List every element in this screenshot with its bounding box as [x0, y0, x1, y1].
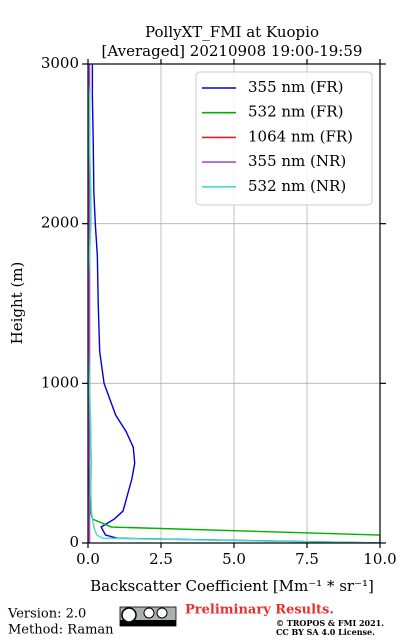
- y-tick-label: 2000: [41, 214, 79, 232]
- x-tick-label: 7.5: [295, 550, 319, 568]
- x-tick-label: 2.5: [149, 550, 173, 568]
- x-tick-label: 5.0: [222, 550, 246, 568]
- profile-line: [88, 80, 380, 543]
- legend-label: 355 nm (NR): [248, 152, 346, 170]
- legend-label: 1064 nm (FR): [248, 127, 353, 145]
- x-tick-label: 0.0: [76, 550, 100, 568]
- preliminary-notice: Preliminary Results.: [185, 603, 334, 618]
- chart-title: PollyXT_FMI at Kuopio: [145, 23, 319, 41]
- version: Version: 2.0: [7, 607, 86, 622]
- legend-label: 532 nm (NR): [248, 177, 346, 195]
- legend-label: 355 nm (FR): [248, 78, 343, 96]
- ticks: 0.0 2.5 5.0 7.5 10.0 0 1000 2000 3000: [41, 54, 397, 568]
- y-axis-label: Height (m): [8, 262, 26, 345]
- legend-label: 532 nm (FR): [248, 103, 343, 121]
- copyright: © TROPOS & FMI 2021.: [276, 618, 384, 628]
- x-tick-label: 10.0: [363, 550, 396, 568]
- y-tick-label: 1000: [41, 373, 79, 391]
- method: Method: Raman: [8, 623, 114, 638]
- license: CC BY SA 4.0 License.: [276, 627, 375, 637]
- y-tick-label: 3000: [41, 54, 79, 72]
- y-tick-label: 0: [69, 533, 79, 551]
- cc-logo: [119, 606, 177, 627]
- legend-box: [195, 71, 373, 206]
- chart-subtitle: [Averaged] 20210908 19:00-19:59: [102, 42, 363, 60]
- lines: [88, 64, 380, 543]
- profile-line: [88, 64, 380, 543]
- legend: 355 nm (FR) 532 nm (FR) 1064 nm (FR) 355 nm…: [202, 78, 353, 195]
- x-axis-label: Backscatter Coefficient [Mm⁻¹ * sr⁻¹]: [90, 577, 374, 595]
